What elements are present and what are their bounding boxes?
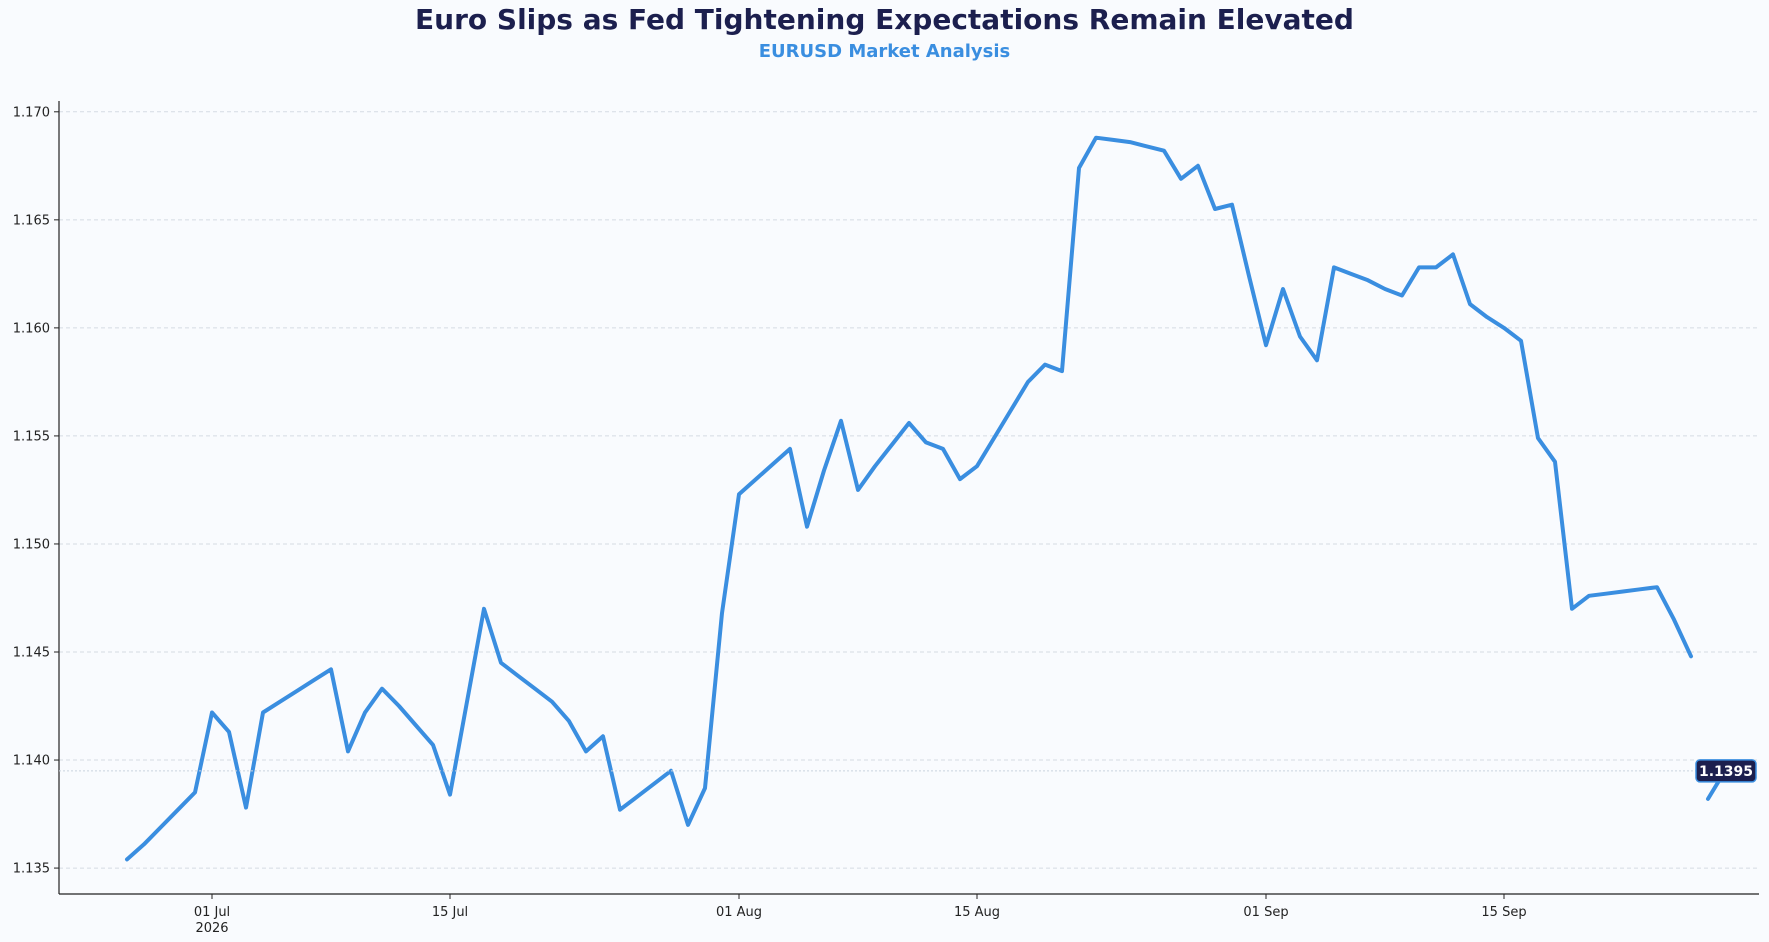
y-gridlines <box>59 111 1759 869</box>
x-tick-label: 15 Jul <box>432 905 468 920</box>
x-tick-label: 01 Aug <box>716 905 762 920</box>
x-tick-label: 15 Aug <box>954 905 1000 920</box>
y-tick-label: 1.145 <box>13 645 50 660</box>
last-value-label: 1.1395 <box>1699 764 1753 780</box>
chart-subtitle: EURUSD Market Analysis <box>758 41 1011 62</box>
y-tick-label: 1.170 <box>13 105 50 120</box>
chart-title: Euro Slips as Fed Tightening Expectation… <box>415 3 1354 36</box>
axes: 1.135 1.140 1.145 1.150 1.155 1.160 1.165 1.170… <box>13 101 1759 936</box>
x-tick-sublabel: 2026 <box>195 921 228 936</box>
y-tick-label: 1.165 <box>13 213 50 228</box>
last-value-layer: 1.1395 <box>59 759 1759 783</box>
y-tick-label: 1.135 <box>13 862 50 877</box>
y-tick-label: 1.160 <box>13 321 50 336</box>
price-line <box>125 135 1693 862</box>
y-tick-label: 1.140 <box>13 754 50 769</box>
last-value-badge <box>1695 759 1757 783</box>
x-tick-label: 01 Jul <box>194 905 230 920</box>
y-tick-label: 1.155 <box>13 429 50 444</box>
x-tick-label: 01 Sep <box>1243 905 1288 920</box>
series-layer <box>125 135 1727 862</box>
y-tick-label: 1.150 <box>13 537 50 552</box>
x-tick-label: 15 Sep <box>1481 905 1526 920</box>
